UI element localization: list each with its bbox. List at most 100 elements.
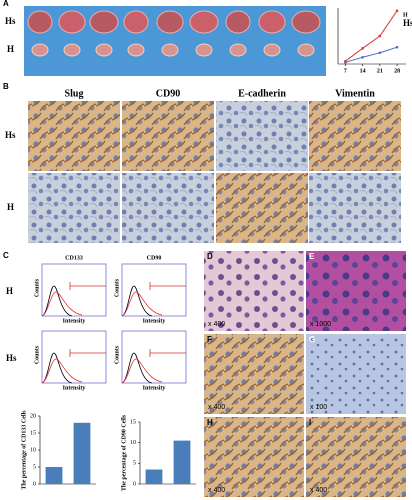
- axis-label: Intensity: [63, 385, 86, 391]
- x-tick-label: 21: [377, 68, 383, 74]
- tumor: [161, 43, 179, 57]
- column-header: CD90: [147, 255, 162, 261]
- ihc-image: [216, 173, 308, 243]
- gate: [149, 282, 186, 290]
- point: [361, 55, 364, 59]
- row-label: H: [6, 286, 13, 296]
- tumor: [31, 43, 49, 57]
- ihc-image: [122, 173, 214, 243]
- magnification: x 400: [208, 487, 225, 494]
- magnification: x 400: [208, 404, 225, 411]
- row-label: H: [7, 44, 14, 54]
- micrograph: [204, 334, 304, 414]
- axis-label: Counts: [114, 345, 120, 364]
- tumor: [156, 10, 184, 34]
- tumor: [189, 10, 219, 34]
- tumor: [27, 10, 53, 34]
- panel-label: F: [207, 335, 212, 344]
- ihc-image: [122, 101, 214, 171]
- column-header: CD133: [65, 255, 83, 261]
- axis-label: The percentage of CD90 Cells: [121, 414, 127, 491]
- histogram-frame: [41, 263, 107, 317]
- panel-label: B: [3, 82, 9, 91]
- panel-label: I: [309, 418, 311, 427]
- histogram-frame: [121, 330, 187, 384]
- row-label: Hs: [5, 16, 16, 26]
- histogram-curve: [41, 352, 73, 384]
- row-label: Hs: [6, 353, 17, 363]
- panel-label: A: [3, 0, 9, 8]
- point: [378, 51, 382, 55]
- x-tick-label: 14: [360, 68, 366, 74]
- micrograph: [306, 251, 406, 331]
- panel-label: H: [207, 418, 213, 427]
- gate: [69, 282, 106, 290]
- legend-label: H: [403, 12, 408, 18]
- magnification: x 400: [310, 487, 327, 494]
- ihc-image: [309, 173, 401, 243]
- tumor: [58, 10, 86, 34]
- y-tick-label: 0: [33, 481, 36, 487]
- tumor: [225, 10, 251, 34]
- tumor: [195, 43, 213, 57]
- axis-label: The percentage of CD133 Cells: [21, 410, 27, 490]
- panel-label: D: [207, 252, 213, 261]
- axis-label: Counts: [34, 345, 40, 364]
- row-label: H: [7, 202, 14, 212]
- bar: [73, 422, 91, 484]
- y-tick-label: 5: [133, 461, 136, 467]
- histogram-curve: [41, 291, 83, 317]
- column-header: CD90: [156, 88, 180, 99]
- gate: [149, 349, 186, 357]
- legend-label: Hs: [403, 18, 412, 28]
- magnification: x 1000: [310, 321, 331, 328]
- tumor: [63, 43, 81, 57]
- y-tick-label: 15: [130, 419, 136, 425]
- point: [344, 59, 347, 63]
- axis-label: Intensity: [143, 318, 166, 324]
- histogram-curve: [41, 358, 83, 384]
- axis-label: Counts: [114, 278, 120, 297]
- tumor: [229, 43, 247, 57]
- tumor: [95, 43, 113, 57]
- magnification: x 100: [310, 404, 327, 411]
- row-label: Hs: [5, 130, 16, 140]
- point: [361, 47, 364, 50]
- ihc-image: [28, 101, 120, 171]
- tumor: [89, 10, 119, 34]
- y-tick-label: 0: [133, 481, 136, 487]
- micrograph: [204, 417, 304, 497]
- histogram-curve: [121, 291, 163, 317]
- micrograph: [306, 334, 406, 414]
- tumor: [258, 10, 286, 34]
- histogram-curve: [121, 285, 153, 317]
- tumor: [263, 43, 281, 57]
- histogram-curve: [41, 285, 73, 317]
- y-tick-label: 20: [30, 413, 36, 419]
- ihc-image: [28, 173, 120, 243]
- axis-label: Intensity: [143, 385, 166, 391]
- micrograph: [306, 417, 406, 497]
- magnification: x 400: [208, 321, 225, 328]
- tumor: [297, 43, 315, 57]
- point: [378, 34, 382, 38]
- column-header: Slug: [65, 88, 84, 99]
- point: [395, 9, 399, 13]
- bar: [145, 469, 163, 484]
- tumor: [291, 10, 321, 34]
- bar: [45, 467, 63, 484]
- point: [395, 45, 399, 49]
- panel-label: G: [309, 335, 315, 344]
- column-header: Vimentin: [335, 88, 375, 99]
- gate: [69, 349, 106, 357]
- panel-label: C: [3, 251, 9, 260]
- histogram-frame: [121, 263, 187, 317]
- ihc-image: [309, 101, 401, 171]
- x-tick-label: 7: [344, 68, 347, 74]
- tumor: [127, 43, 145, 57]
- panel-label: E: [309, 252, 315, 261]
- y-tick-label: 10: [30, 447, 36, 453]
- tumor: [123, 10, 149, 34]
